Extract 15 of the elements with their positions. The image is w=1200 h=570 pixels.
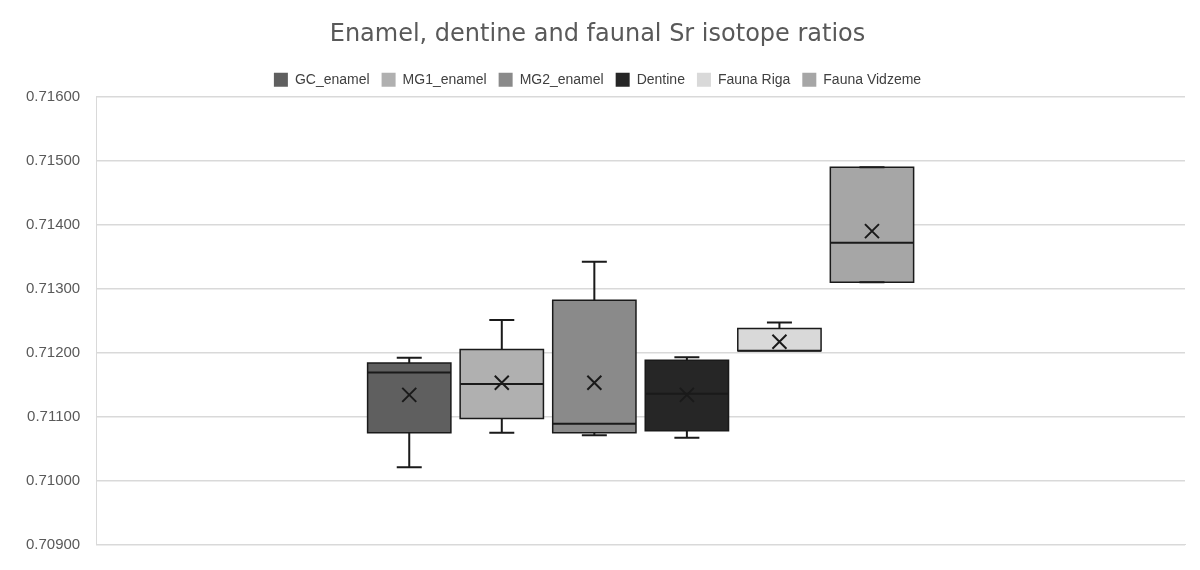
legend-label: MG2_enamel [519, 70, 604, 87]
y-tick-label: 0.71600 [25, 86, 81, 104]
y-tick-label: 0.71000 [25, 470, 81, 488]
legend-label: Dentine [636, 70, 686, 87]
legend-label: Fauna Vidzeme [823, 70, 922, 87]
y-tick-label: 0.71300 [25, 278, 81, 296]
y-tick-label: 0.71100 [27, 406, 81, 424]
legend-label: MG1_enamel [402, 70, 487, 87]
legend-label: GC_enamel [294, 70, 370, 87]
y-tick-label: 0.71400 [25, 214, 81, 232]
y-tick-label: 0.70900 [25, 534, 81, 552]
chart-title: Enamel, dentine and faunal Sr isotope ratios [329, 18, 866, 47]
legend-label: Fauna Riga [717, 70, 791, 87]
y-tick-label: 0.71200 [25, 342, 81, 360]
y-tick-label: 0.71500 [25, 150, 81, 168]
